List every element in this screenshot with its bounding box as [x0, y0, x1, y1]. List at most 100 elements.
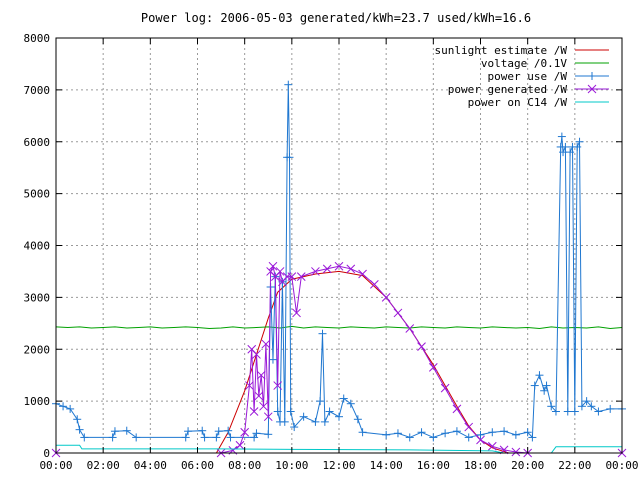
tick-layer: 00:00 02:00 04:00 06:00 08:00 10:00 12:00 14:00… — [24, 32, 639, 472]
data-point — [488, 428, 497, 437]
data-point — [464, 433, 473, 442]
data-point — [325, 407, 334, 416]
data-point — [606, 404, 615, 413]
y-tick-label: 0 — [43, 447, 50, 460]
data-point — [200, 433, 209, 442]
data-point — [381, 293, 391, 302]
data-point — [318, 329, 327, 338]
series-line — [55, 325, 623, 330]
data-point — [245, 381, 254, 390]
grid-layer — [56, 38, 622, 453]
x-tick-label: 04:00 — [134, 459, 167, 472]
data-point — [530, 381, 539, 390]
data-point — [322, 264, 332, 274]
data-point — [542, 381, 551, 390]
data-point — [594, 407, 603, 416]
data-point — [429, 433, 438, 442]
data-point — [441, 429, 450, 438]
data-point — [184, 427, 193, 436]
legend-item: voltage /0.1V — [481, 57, 609, 70]
data-point — [296, 272, 306, 281]
data-point — [334, 261, 344, 271]
legend-marker — [588, 72, 596, 80]
x-tick-label: 02:00 — [87, 459, 120, 472]
data-point — [405, 433, 414, 442]
data-point — [261, 339, 271, 349]
legend-label: voltage /0.1V — [481, 57, 567, 70]
data-point — [311, 267, 320, 276]
data-point — [551, 407, 560, 416]
data-point — [382, 430, 391, 439]
x-tick-label: 22:00 — [558, 459, 591, 472]
data-point — [249, 407, 259, 416]
x-tick-label: 14:00 — [370, 459, 403, 472]
series-voltage-0-1v — [55, 325, 623, 330]
data-point — [284, 80, 293, 89]
data-point — [587, 402, 596, 411]
data-point — [393, 308, 403, 318]
data-point — [346, 399, 355, 408]
data-point — [573, 142, 582, 151]
y-tick-label: 4000 — [24, 240, 51, 253]
data-point — [108, 433, 117, 442]
data-point — [570, 407, 579, 416]
data-point — [559, 148, 568, 157]
data-point — [316, 397, 325, 406]
legend-label: power use /W — [488, 70, 568, 83]
data-point — [268, 355, 277, 364]
data-point — [566, 148, 575, 157]
data-point — [73, 415, 82, 424]
series-layer — [51, 80, 627, 458]
data-point — [273, 407, 282, 416]
y-tick-label: 8000 — [24, 32, 51, 45]
x-tick-label: 00:00 — [39, 459, 72, 472]
data-point — [511, 430, 520, 439]
series-power-on-c14-w — [56, 444, 622, 454]
data-point — [311, 417, 320, 426]
legend-item: sunlight estimate /W — [435, 44, 609, 57]
data-point — [575, 137, 584, 146]
y-tick-label: 6000 — [24, 136, 51, 149]
x-tick-label: 10:00 — [275, 459, 308, 472]
data-point — [132, 433, 141, 442]
data-point — [535, 371, 544, 380]
legend-item: power use /W — [488, 70, 609, 83]
data-point — [320, 417, 329, 426]
data-point — [500, 427, 509, 436]
data-point — [464, 422, 474, 432]
data-point — [353, 415, 362, 424]
y-tick-label: 5000 — [24, 188, 51, 201]
x-tick-label: 06:00 — [181, 459, 214, 472]
data-point — [250, 433, 259, 442]
data-point — [287, 272, 297, 281]
data-point — [405, 324, 415, 333]
data-point — [286, 407, 295, 416]
y-tick-label: 1000 — [24, 395, 51, 408]
data-point — [226, 433, 235, 442]
x-tick-label: 00:00 — [605, 459, 638, 472]
data-point — [181, 433, 190, 442]
legend-item: power on C14 /W — [468, 96, 609, 109]
data-point — [452, 404, 462, 414]
data-point — [563, 407, 572, 416]
data-point — [214, 427, 223, 436]
data-point — [476, 430, 485, 439]
data-point — [240, 427, 250, 437]
data-point — [540, 386, 549, 395]
data-point — [582, 397, 591, 406]
data-point — [511, 447, 521, 457]
data-point — [528, 433, 537, 442]
data-point — [224, 426, 233, 435]
data-point — [285, 153, 294, 162]
data-point — [557, 132, 566, 141]
y-tick-label: 3000 — [24, 291, 51, 304]
chart-title: Power log: 2006-05-03 generated/kWh=23.7… — [141, 11, 531, 25]
legend-marker — [587, 84, 597, 94]
data-point — [256, 370, 266, 380]
series-line — [56, 444, 622, 454]
data-point — [122, 426, 131, 435]
data-point — [80, 433, 89, 442]
data-point — [252, 429, 261, 438]
series-power-use-w — [52, 80, 626, 442]
